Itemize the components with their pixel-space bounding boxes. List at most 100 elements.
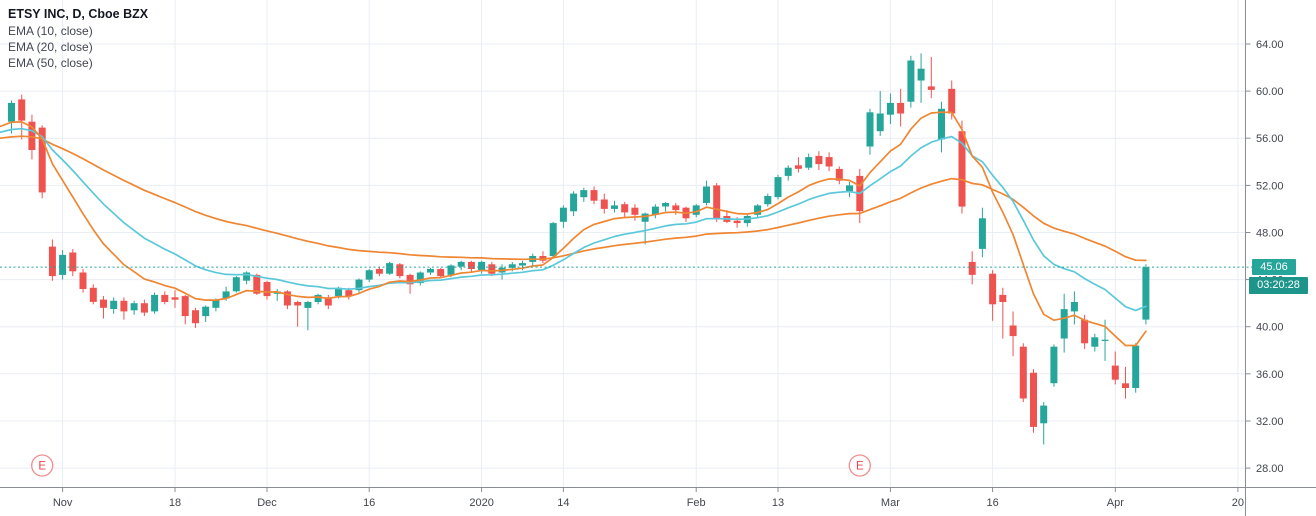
candle-up [365,269,373,282]
price-tick-label: 28.00 [1256,463,1284,475]
candle-up [580,187,588,202]
candle-up [498,264,506,280]
candle-down [79,269,87,293]
earnings-marker[interactable]: E [848,454,871,477]
ema-20-line[interactable] [0,127,1147,312]
candle-up [774,174,782,200]
svg-text:E: E [856,461,864,473]
candle-up [151,292,159,314]
candle-up [846,181,853,198]
price-tick-label: 48.00 [1256,228,1284,240]
time-tick-label: 20 [1232,497,1244,509]
indicator-ema20-label[interactable]: EMA (20, close) [8,40,93,54]
time-tick-label: 16 [363,497,375,509]
candle-up [427,267,434,275]
candle-down [140,299,148,317]
candle-up [1142,264,1150,325]
candle-down [1009,311,1017,357]
price-tick-label: 32.00 [1256,416,1284,428]
indicator-ema50-label[interactable]: EMA (50, close) [8,56,93,70]
candle-up [917,53,925,103]
time-tick-label: 2020 [469,497,493,509]
candle-up [243,271,251,285]
candle-up [692,204,700,218]
candle-down [1030,369,1037,433]
time-tick-label: 14 [557,497,569,509]
candle-down [897,88,905,127]
candle-down [825,152,833,172]
candle-down [324,294,332,310]
candle-down [927,57,935,99]
candle-up [416,271,424,286]
chart-legend: ETSY INC, D, Cboe BZX EMA (10, close) EM… [8,5,148,71]
candle-down [181,294,189,325]
candle-up [559,205,567,228]
candle-up [611,200,618,213]
candle-up [130,300,138,315]
candle-up [304,300,312,331]
price-axis[interactable]: 64.0060.0056.0052.0048.0044.0040.0036.00… [1246,39,1284,475]
symbol-title[interactable]: ETSY INC, D, Cboe BZX [8,7,149,21]
price-tick-label: 60.00 [1256,86,1284,98]
candle-down [1019,343,1027,403]
time-tick-label: 16 [986,497,998,509]
price-tick-label: 56.00 [1256,133,1284,145]
time-axis[interactable]: Nov 18 Dec 16 2020 14 Feb 13 Mar 16 Apr 20 [53,487,1244,510]
candle-up [110,297,118,314]
price-tick-label: 40.00 [1256,322,1284,334]
candle-down [539,251,547,264]
candle-up [866,108,874,155]
candle-down [794,157,802,173]
candle-down [682,206,690,222]
candle-down [856,168,864,224]
candle-down [294,300,302,327]
candle-down [989,270,997,321]
grid-lines [0,0,1245,488]
last-price-label: 45.06 [1252,259,1296,275]
price-tick-label: 36.00 [1256,369,1284,381]
candle-down [48,239,56,281]
candle-down [283,290,291,310]
candle-up [907,55,915,108]
candle-down [69,249,77,277]
candle-up [876,91,884,136]
candle-down [631,204,639,221]
candle-up [743,214,751,227]
candle-up [273,289,281,301]
bar-countdown-label: 03:20:28 [1249,277,1308,294]
time-tick-label: 13 [772,497,784,509]
time-tick-label: 18 [169,497,181,509]
candle-down [835,166,843,185]
candle-up [1132,343,1140,393]
candle-down [488,261,496,277]
candle-up [1060,293,1068,353]
candle-down [171,290,179,308]
candle-up [978,207,986,258]
earnings-marker[interactable]: E [31,454,54,477]
svg-text:E: E [38,461,46,473]
candle-down [192,307,199,328]
indicator-ema10-label[interactable]: EMA (10, close) [8,24,93,38]
candle-up [457,260,465,271]
candle-down [89,284,97,305]
ema-10-line[interactable] [0,111,1147,347]
candle-up [805,153,813,170]
candle-up [886,93,894,125]
candle-up [570,191,578,216]
candle-down [590,186,598,205]
candle-down [120,297,128,320]
candle-down [1111,351,1119,385]
candle-up [8,100,15,134]
candle-down [621,201,629,218]
candle-up [641,212,649,245]
time-tick-label: Mar [881,497,900,509]
candle-up [754,204,762,218]
candle-down [437,267,445,279]
candle-up [784,165,792,181]
candles-layer [8,53,1150,445]
candle-down [999,287,1007,339]
time-tick-label: Dec [257,497,277,509]
